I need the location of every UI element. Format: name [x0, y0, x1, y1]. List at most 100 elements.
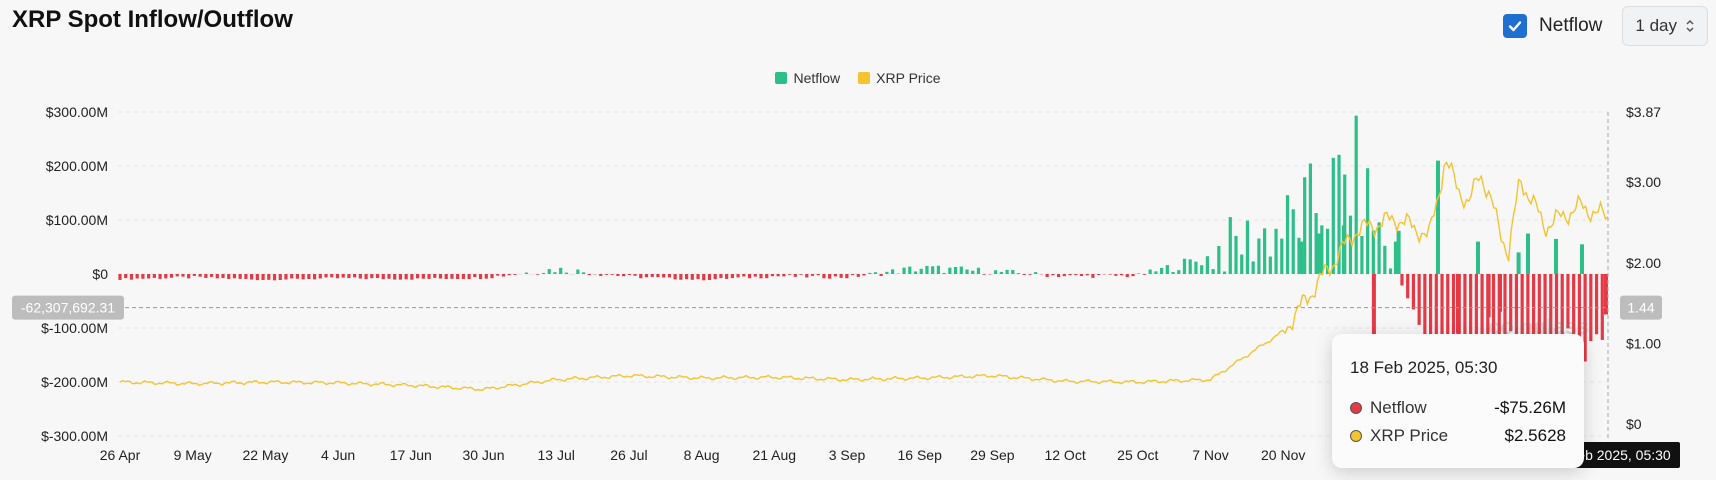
netflow-bar: [994, 270, 998, 274]
price-line: [119, 160, 1609, 392]
netflow-bar: [1137, 273, 1141, 274]
netflow-bar: [433, 274, 437, 278]
y-tick-left: $100.00M: [46, 212, 108, 228]
netflow-bar: [341, 274, 345, 278]
netflow-bar: [1108, 274, 1112, 275]
netflow-bar: [496, 274, 500, 276]
netflow-bar: [1469, 274, 1473, 337]
netflow-bar: [1434, 274, 1438, 362]
netflow-bar: [1428, 274, 1433, 343]
netflow-bar: [1543, 274, 1547, 351]
y-tick-right: $0: [1626, 416, 1642, 432]
netflow-bar: [1303, 177, 1307, 274]
netflow-bar: [1474, 274, 1478, 344]
netflow-bar: [1194, 261, 1198, 274]
netflow-bar: [1503, 274, 1507, 347]
netflow-bar: [375, 274, 380, 279]
netflow-bar: [713, 274, 717, 280]
netflow-bar: [484, 274, 488, 279]
netflow-bar: [1343, 174, 1347, 274]
x-tick: 8 Aug: [684, 447, 720, 463]
legend-item-price[interactable]: XRP Price: [858, 70, 941, 86]
netflow-bar: [770, 274, 775, 277]
netflow-bar: [307, 274, 311, 280]
netflow-bar: [1074, 274, 1078, 276]
netflow-bar: [1034, 272, 1038, 274]
y-tick-right: $1.00: [1626, 335, 1661, 351]
netflow-bar: [1516, 252, 1521, 274]
tooltip-row-netflow: Netflow -$75.26M: [1350, 398, 1566, 418]
netflow-bar: [1388, 268, 1393, 274]
x-tick: 3 Sep: [829, 447, 866, 463]
netflow-bar: [599, 274, 603, 276]
netflow-bar: [290, 274, 294, 279]
netflow-bar: [799, 274, 803, 275]
page-title: XRP Spot Inflow/Outflow: [12, 6, 293, 33]
netflow-bar: [1182, 258, 1187, 274]
netflow-bar: [438, 274, 443, 279]
x-tick: 22 May: [242, 447, 288, 463]
netflow-bar: [118, 274, 122, 280]
netflow-bar: [473, 274, 477, 278]
netflow-bar: [1526, 274, 1530, 357]
netflow-bar: [627, 274, 631, 275]
netflow-bar: [553, 272, 557, 274]
legend-swatch-netflow: [775, 72, 788, 84]
netflow-bar: [353, 274, 357, 278]
netflow-bar: [124, 274, 128, 279]
netflow-bar: [255, 274, 259, 281]
netflow-bar: [999, 271, 1003, 274]
netflow-bar: [381, 274, 385, 280]
netflow-bar: [427, 274, 431, 279]
netflow-bar: [1456, 274, 1460, 334]
netflow-bar: [1396, 230, 1401, 274]
netflow-bar: [1600, 274, 1604, 340]
netflow-bar: [788, 274, 792, 275]
netflow-bar: [1177, 270, 1181, 274]
netflow-bar: [845, 274, 849, 279]
netflow-bar: [147, 274, 151, 279]
legend-item-netflow[interactable]: Netflow: [775, 70, 840, 86]
netflow-bar: [490, 274, 494, 279]
netflow-bar: [335, 274, 340, 279]
netflow-bar: [913, 271, 918, 274]
netflow-bar: [833, 274, 837, 277]
netflow-bar: [1234, 235, 1238, 274]
netflow-bar: [416, 274, 420, 279]
netflow-bar: [765, 274, 769, 279]
y-tick-right: $3.87: [1626, 104, 1661, 120]
tooltip-date: 18 Feb 2025, 05:30: [1350, 358, 1498, 377]
netflow-bar: [387, 274, 391, 279]
crosshair-right-label: 1.44: [1627, 300, 1654, 316]
netflow-bar: [1360, 236, 1364, 274]
x-tick: 13 Jul: [538, 447, 575, 463]
netflow-bar: [1451, 274, 1456, 343]
netflow-bar: [358, 274, 362, 279]
tooltip-value-netflow: -$75.26M: [1494, 398, 1566, 417]
netflow-toggle[interactable]: Netflow: [1503, 14, 1602, 38]
netflow-bar: [730, 274, 734, 279]
netflow-bar: [1440, 274, 1444, 350]
netflow-bar: [1160, 267, 1164, 274]
netflow-bar: [1251, 261, 1255, 274]
netflow-bar: [564, 272, 568, 274]
netflow-bar: [461, 274, 465, 279]
netflow-bar: [1228, 217, 1232, 274]
netflow-checkbox[interactable]: [1503, 14, 1528, 38]
netflow-bar: [244, 274, 248, 279]
tooltip-value-price: $2.5628: [1504, 426, 1566, 445]
netflow-bar: [622, 274, 626, 277]
netflow-bar: [1537, 274, 1541, 349]
netflow-bar: [1532, 274, 1536, 365]
netflow-bar: [272, 274, 277, 281]
netflow-bar: [227, 274, 231, 279]
netflow-bar: [1594, 274, 1599, 335]
netflow-bar: [667, 274, 672, 278]
y-tick-left: $200.00M: [46, 158, 108, 174]
netflow-bar: [1045, 274, 1049, 277]
tooltip-dot-netflow: [1350, 402, 1362, 414]
netflow-bar: [1171, 272, 1175, 274]
interval-select[interactable]: 1 day: [1622, 6, 1708, 46]
tooltip-label-price: XRP Price: [1370, 426, 1449, 445]
